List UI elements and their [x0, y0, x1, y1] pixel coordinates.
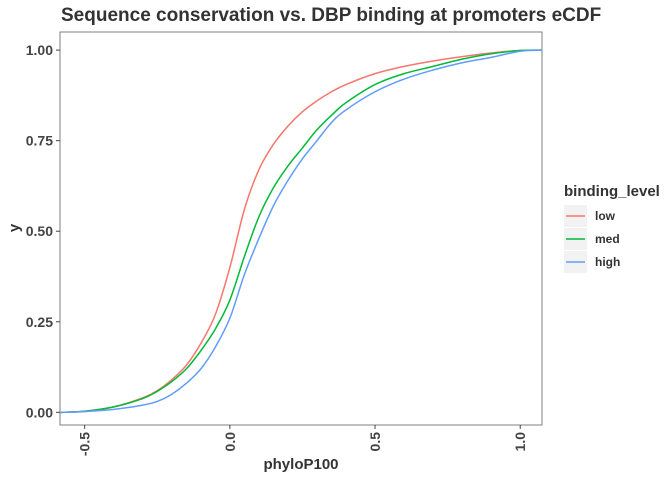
- y-tick-label: 0.50: [26, 223, 53, 239]
- y-tick-label: 0.75: [26, 133, 53, 149]
- x-tick-label: -0.5: [77, 432, 93, 456]
- y-axis: 0.00 0.25 0.50 0.75 1.00: [26, 42, 60, 420]
- x-tick-label: 0.5: [367, 432, 383, 452]
- x-tick-label: 0.0: [222, 432, 238, 452]
- y-tick-label: 0.25: [26, 314, 53, 330]
- legend-label: high: [595, 255, 620, 269]
- series-lines: [59, 49, 543, 414]
- y-tick-label: 0.00: [26, 404, 53, 420]
- x-tick-label: 1.0: [512, 432, 528, 452]
- series-line-high: [59, 49, 543, 414]
- chart-title: Sequence conservation vs. DBP binding at…: [61, 5, 601, 26]
- legend: binding_level low med high: [564, 183, 660, 273]
- legend-item-med: med: [564, 228, 620, 250]
- y-tick-label: 1.00: [26, 42, 53, 58]
- legend-item-high: high: [564, 251, 620, 273]
- y-axis-title: y: [6, 223, 23, 232]
- plot-panel: [59, 31, 543, 426]
- x-axis: -0.5 0.0 0.5 1.0: [77, 425, 528, 456]
- x-axis-title: phyloP100: [263, 456, 338, 473]
- legend-label: med: [595, 232, 620, 246]
- legend-label: low: [595, 209, 616, 223]
- legend-item-low: low: [564, 205, 616, 227]
- series-line-med: [59, 49, 543, 414]
- legend-title: binding_level: [564, 183, 660, 200]
